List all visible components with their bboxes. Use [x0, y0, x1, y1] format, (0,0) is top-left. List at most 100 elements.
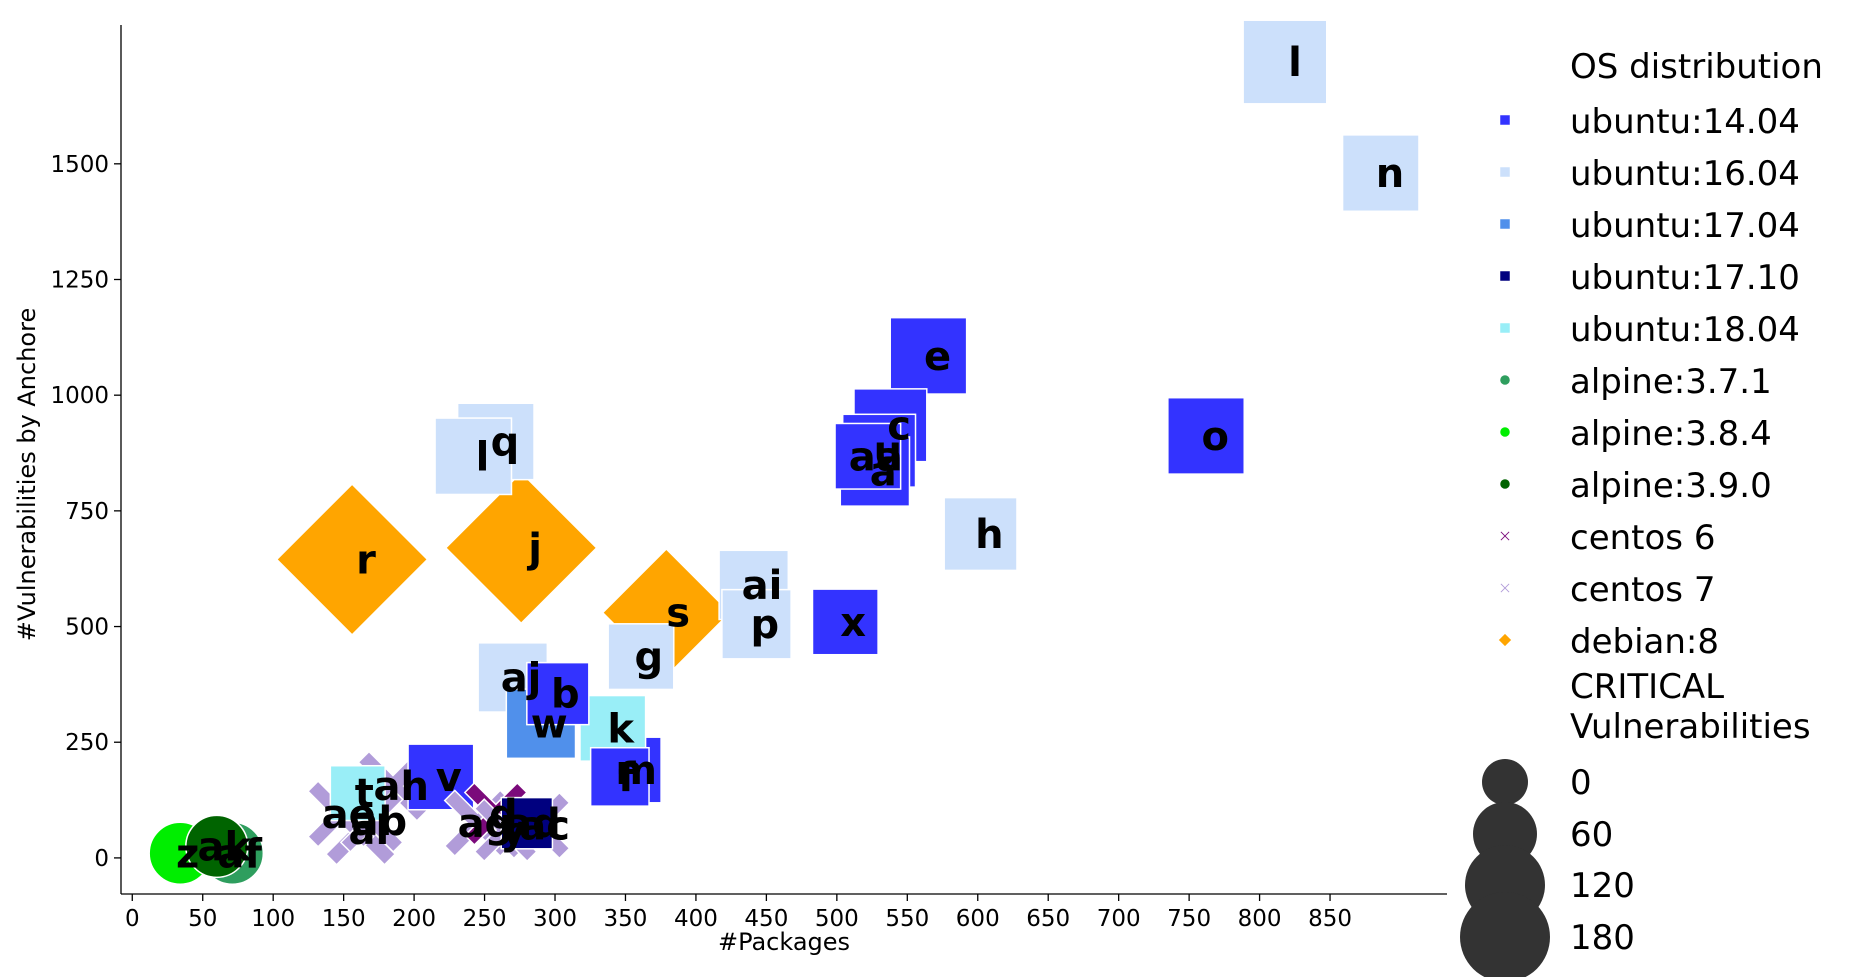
x-tick-label: 150	[322, 906, 366, 932]
point-label: h	[975, 512, 1003, 558]
point-label: l	[1288, 40, 1302, 86]
data-point	[500, 796, 554, 850]
point-label: v	[436, 755, 462, 801]
point-label: o	[1201, 414, 1228, 460]
data-point	[589, 746, 650, 807]
legend-entry-label: ubuntu:17.10	[1570, 258, 1800, 298]
point-label: j	[526, 526, 542, 572]
point-label: ah	[374, 764, 429, 810]
legend-marker	[1498, 113, 1512, 127]
legend-entry-label: alpine:3.7.1	[1570, 362, 1772, 402]
point-label: b	[551, 672, 580, 718]
x-axis-title: #Packages	[718, 928, 850, 956]
x-tick-label: 0	[125, 906, 140, 932]
legend-marker	[1498, 373, 1512, 387]
legend-entry-label: ubuntu:18.04	[1570, 310, 1800, 350]
legend-size-label: 0	[1570, 763, 1592, 803]
y-tick-label: 0	[94, 846, 109, 872]
point-labels: ecuaaaoxbmfvlnqlhaipgajwadktafzakdahaeal…	[176, 40, 1404, 877]
point-label: d	[489, 792, 518, 838]
x-tick-label: 550	[885, 906, 929, 932]
data-point	[721, 588, 792, 660]
legend-size-marker	[1482, 759, 1528, 805]
point-label: ag	[458, 801, 514, 847]
legend-size-marker	[1460, 892, 1550, 977]
point-label: e	[924, 334, 951, 380]
legend-entry-label: debian:8	[1570, 622, 1719, 662]
axes: 0 50 100 150 200 250 300 350 400 450 500 550 600 650 7…	[50, 25, 1447, 932]
legend-size-title: CRITICAL	[1570, 667, 1724, 707]
x-tick-label: 300	[533, 906, 577, 932]
point-label: ac	[519, 804, 570, 850]
y-tick-label: 1500	[50, 152, 109, 178]
legend-size-title: Vulnerabilities	[1570, 707, 1811, 747]
point-label: p	[751, 602, 780, 648]
point-label: al	[349, 808, 390, 854]
legend-marker	[1498, 217, 1512, 231]
legend-marker	[1498, 321, 1512, 335]
y-tick-label: 1250	[50, 267, 109, 293]
legend-marker	[1496, 631, 1514, 649]
legend-marker	[1498, 165, 1512, 179]
x-tick-label: 800	[1238, 906, 1282, 932]
x-tick-label: 600	[956, 906, 1000, 932]
data-point	[1341, 134, 1420, 213]
point-label: z	[176, 831, 199, 877]
legend: OS distribution ubuntu:14.04 ubuntu:16.04 u…	[1460, 47, 1823, 977]
point-label: c	[887, 403, 911, 449]
legend-marker	[1498, 581, 1512, 595]
x-tick-label: 850	[1308, 906, 1352, 932]
x-tick-label: 50	[188, 906, 217, 932]
data-point	[943, 496, 1018, 572]
legend-entry-label: ubuntu:14.04	[1570, 102, 1800, 142]
data-point	[434, 417, 513, 496]
y-tick-label: 500	[65, 615, 109, 641]
point-label: q	[491, 419, 520, 465]
data-point	[607, 623, 675, 691]
data-point	[1167, 396, 1245, 475]
y-axis-title: #Vulnerabilities by Anchore	[13, 308, 41, 641]
x-tick-label: 100	[251, 906, 295, 932]
point-label: aj	[501, 655, 542, 701]
point-label: u	[874, 429, 902, 475]
point-label: w	[531, 702, 568, 748]
legend-marker	[1498, 425, 1512, 439]
legend-size-label: 120	[1570, 866, 1635, 906]
x-tick-label: 250	[463, 906, 507, 932]
legend-entry-label: alpine:3.9.0	[1570, 466, 1772, 506]
data-point	[526, 661, 590, 726]
legend-marker	[1498, 269, 1512, 283]
x-tick-label: 700	[1097, 906, 1141, 932]
point-label: r	[356, 537, 376, 583]
x-tick-label: 650	[1026, 906, 1070, 932]
legend-entry-label: centos 6	[1570, 518, 1715, 558]
legend-size-label: 60	[1570, 815, 1613, 855]
y-tick-label: 750	[65, 499, 109, 525]
data-point	[811, 588, 879, 656]
data-point	[275, 482, 429, 636]
legend-title: OS distribution	[1570, 47, 1823, 87]
point-label: t	[355, 771, 374, 817]
data-point	[329, 764, 386, 822]
data-point	[185, 814, 249, 879]
point-label: m	[615, 748, 657, 794]
point-label: n	[1376, 151, 1404, 197]
point-label: g	[635, 635, 664, 681]
legend-entry-label: ubuntu:16.04	[1570, 154, 1800, 194]
data-marks	[148, 19, 1420, 886]
x-tick-label: 500	[815, 906, 859, 932]
point-label: x	[840, 600, 866, 646]
point-label: l	[476, 434, 490, 480]
point-label: ad	[505, 801, 561, 847]
point-label: aa	[849, 434, 903, 480]
data-point	[444, 471, 598, 625]
point-label: ai	[742, 563, 783, 609]
point-label: f	[618, 755, 636, 801]
legend-entry-label: ubuntu:17.04	[1570, 206, 1800, 246]
x-tick-label: 400	[674, 906, 718, 932]
y-tick-label: 1000	[50, 383, 109, 409]
point-label: y	[500, 808, 526, 854]
legend-size-label: 180	[1570, 918, 1635, 958]
legend-marker	[1498, 529, 1512, 543]
